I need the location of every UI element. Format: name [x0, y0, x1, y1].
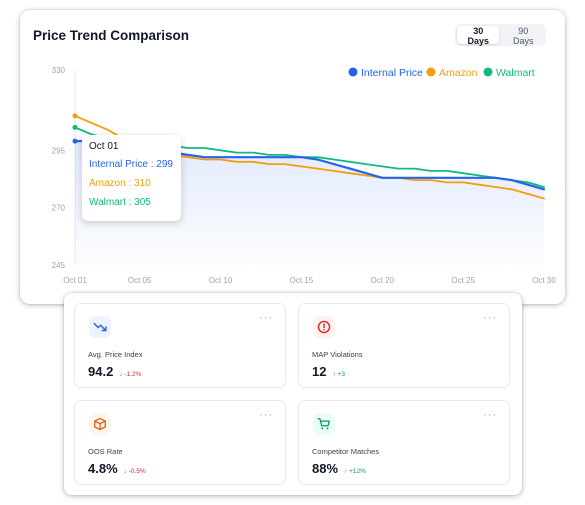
series-point-amazon-oct-01: [72, 113, 78, 119]
kpi-value-row: 94.2 ↓ -1.2%: [88, 364, 141, 379]
kpi-delta: ↑ +3: [332, 371, 345, 378]
kpi-panel: ··· Avg. Price Index 94.2 ↓ -1.2% ··· MA…: [64, 293, 522, 495]
legend-marker-amazon: [426, 67, 436, 77]
kpi-value: 12: [312, 364, 327, 379]
package-icon: [94, 417, 106, 431]
series-point-walmart-oct-01: [72, 124, 78, 130]
trending-down-icon: [93, 322, 107, 332]
series-point-internal-oct-01: [72, 138, 78, 144]
y-tick-label: 295: [52, 146, 66, 155]
legend-label-amazon: Amazon: [439, 67, 478, 79]
legend-label-walmart: Walmart: [496, 67, 535, 79]
legend-label-internal: Internal Price: [361, 67, 423, 79]
y-tick-label: 330: [52, 66, 66, 75]
x-tick-label: Oct 30: [532, 276, 556, 285]
kpi-value: 88%: [312, 461, 339, 476]
internal-price-area: [75, 141, 544, 265]
kpi-icon-box: [313, 316, 335, 338]
legend-marker-walmart: [483, 67, 493, 77]
alert-circle-icon: [317, 320, 331, 334]
price-trend-card: Price Trend Comparison 30 Days 90 Days 2…: [20, 10, 565, 304]
range-30-days-button[interactable]: 30 Days: [457, 26, 500, 46]
kpi-label: MAP Violations: [312, 350, 363, 359]
more-options-icon[interactable]: ···: [483, 312, 497, 324]
chart-tooltip: Oct 01 Internal Price : 299 Amazon : 310…: [82, 135, 181, 221]
tooltip-date: Oct 01: [89, 141, 119, 152]
x-tick-label: Oct 20: [370, 276, 394, 285]
kpi-delta: ↓ -1.2%: [119, 371, 142, 378]
x-tick-label: Oct 15: [290, 276, 314, 285]
kpi-value-row: 12 ↑ +3: [312, 364, 345, 379]
kpi-card-avg-price-index[interactable]: ··· Avg. Price Index 94.2 ↓ -1.2%: [74, 303, 286, 388]
more-options-icon[interactable]: ···: [483, 409, 497, 421]
kpi-label: Competitor Matches: [312, 447, 380, 456]
legend-marker-internal: [348, 67, 358, 77]
x-tick-label: Oct 25: [451, 276, 475, 285]
cart-icon: [317, 418, 330, 430]
x-tick-label: Oct 10: [209, 276, 233, 285]
range-90-days-button[interactable]: 90 Days: [502, 26, 544, 46]
kpi-label: Avg. Price Index: [88, 350, 143, 359]
kpi-card-competitor-matches[interactable]: ··· Competitor Matches 88% ↑ +12%: [298, 400, 510, 485]
kpi-value: 94.2: [88, 364, 114, 379]
kpi-value-row: 4.8% ↓ -0.5%: [88, 461, 146, 476]
kpi-icon-box: [89, 316, 111, 338]
y-tick-label: 245: [52, 261, 66, 270]
tooltip-internal-price: Internal Price : 299: [89, 159, 173, 170]
x-tick-label: Oct 01: [63, 276, 87, 285]
kpi-card-oos-rate[interactable]: ··· OOS Rate 4.8% ↓ -0.5%: [74, 400, 286, 485]
kpi-card-map-violations[interactable]: ··· MAP Violations 12 ↑ +3: [298, 303, 510, 388]
kpi-icon-box: [313, 413, 335, 435]
more-options-icon[interactable]: ···: [259, 409, 273, 421]
tooltip-walmart-price: Walmart : 305: [89, 197, 151, 208]
kpi-value: 4.8%: [88, 461, 118, 476]
kpi-label: OOS Rate: [88, 447, 123, 456]
more-options-icon[interactable]: ···: [259, 312, 273, 324]
kpi-delta: ↑ +12%: [344, 468, 366, 475]
kpi-icon-box: [89, 413, 111, 435]
range-toggle: 30 Days 90 Days: [455, 24, 546, 46]
x-tick-label: Oct 05: [128, 276, 152, 285]
chart-title: Price Trend Comparison: [33, 28, 190, 43]
kpi-delta: ↓ -0.5%: [123, 468, 146, 475]
kpi-value-row: 88% ↑ +12%: [312, 461, 366, 476]
y-tick-label: 270: [52, 204, 66, 213]
tooltip-amazon-price: Amazon : 310: [89, 178, 151, 189]
